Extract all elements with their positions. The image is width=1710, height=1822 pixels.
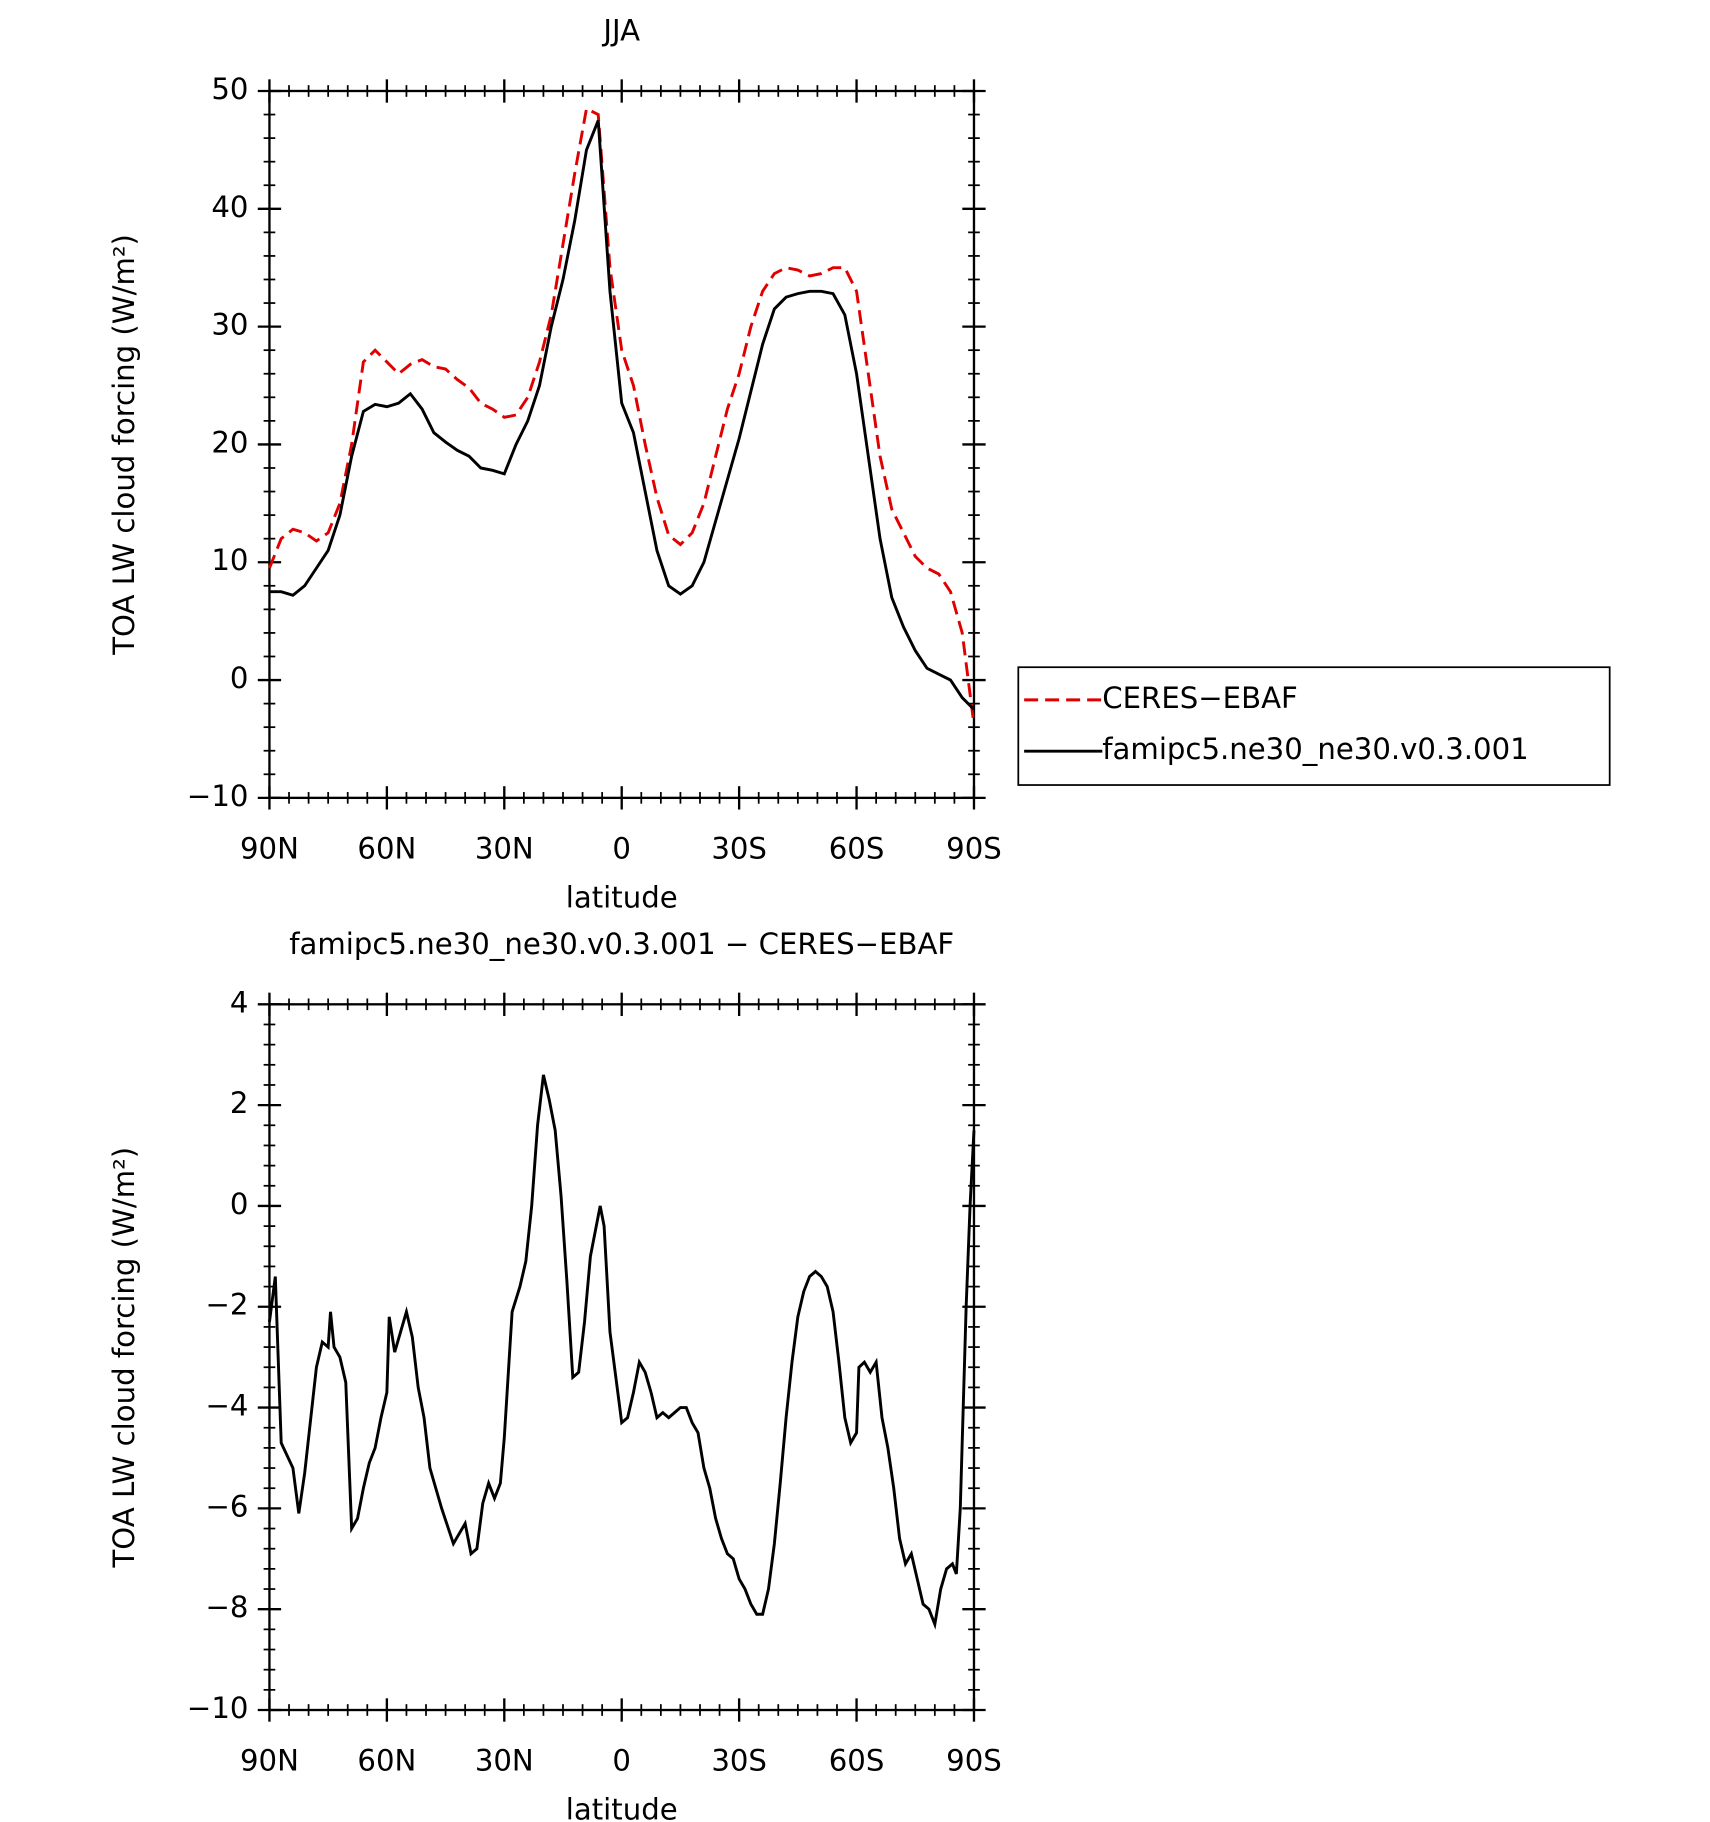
x-tick-label: 60S — [829, 831, 885, 865]
y-tick-label: 4 — [230, 985, 249, 1019]
x-tick-label: 30S — [711, 831, 767, 865]
x-tick-label: 30S — [711, 1744, 767, 1778]
plot-frame — [268, 89, 976, 800]
x-tick-label: 90S — [946, 1744, 1002, 1778]
data-line — [269, 119, 976, 711]
y-tick-label: −2 — [205, 1288, 248, 1322]
chart-title: famipc5.ne30_ne30.v0.3.001 − CERES−EBAF — [289, 927, 954, 961]
x-tick-label: 60N — [357, 831, 416, 865]
data-line — [268, 1074, 976, 1630]
y-tick-label: 0 — [230, 1187, 249, 1221]
y-tick-label: 10 — [211, 543, 248, 577]
y-axis-label: TOA LW cloud forcing (W/m²) — [107, 1147, 141, 1569]
legend-label: famipc5.ne30_ne30.v0.3.001 — [1102, 732, 1528, 766]
data-line — [268, 106, 976, 725]
legend-label: CERES−EBAF — [1102, 681, 1298, 715]
y-tick-label: 40 — [211, 190, 248, 224]
x-axis-label: latitude — [566, 880, 678, 914]
x-tick-label: 90S — [946, 831, 1002, 865]
x-tick-label: 0 — [612, 1744, 631, 1778]
y-tick-label: 30 — [211, 308, 248, 342]
x-tick-label: 90N — [240, 1744, 299, 1778]
y-tick-label: 0 — [230, 661, 249, 695]
x-tick-label: 0 — [612, 831, 631, 865]
y-tick-label: 50 — [211, 72, 248, 106]
y-tick-label: −8 — [205, 1590, 248, 1624]
x-tick-label: 30N — [475, 1744, 534, 1778]
x-tick-label: 60N — [357, 1744, 416, 1778]
y-tick-label: −4 — [205, 1389, 248, 1423]
y-tick-label: 2 — [230, 1086, 249, 1120]
y-tick-label: 20 — [211, 425, 248, 459]
legend-box — [1017, 666, 1611, 786]
chart-title: JJA — [601, 14, 640, 48]
x-tick-label: 90N — [240, 831, 299, 865]
y-tick-label: −6 — [205, 1489, 248, 1523]
x-tick-label: 30N — [475, 831, 534, 865]
x-axis-label: latitude — [566, 1792, 678, 1822]
x-tick-label: 60S — [829, 1744, 885, 1778]
y-tick-label: −10 — [187, 779, 249, 813]
plot-frame — [268, 1003, 976, 1712]
y-axis-label: TOA LW cloud forcing (W/m²) — [107, 234, 141, 656]
y-tick-label: −10 — [187, 1691, 249, 1725]
